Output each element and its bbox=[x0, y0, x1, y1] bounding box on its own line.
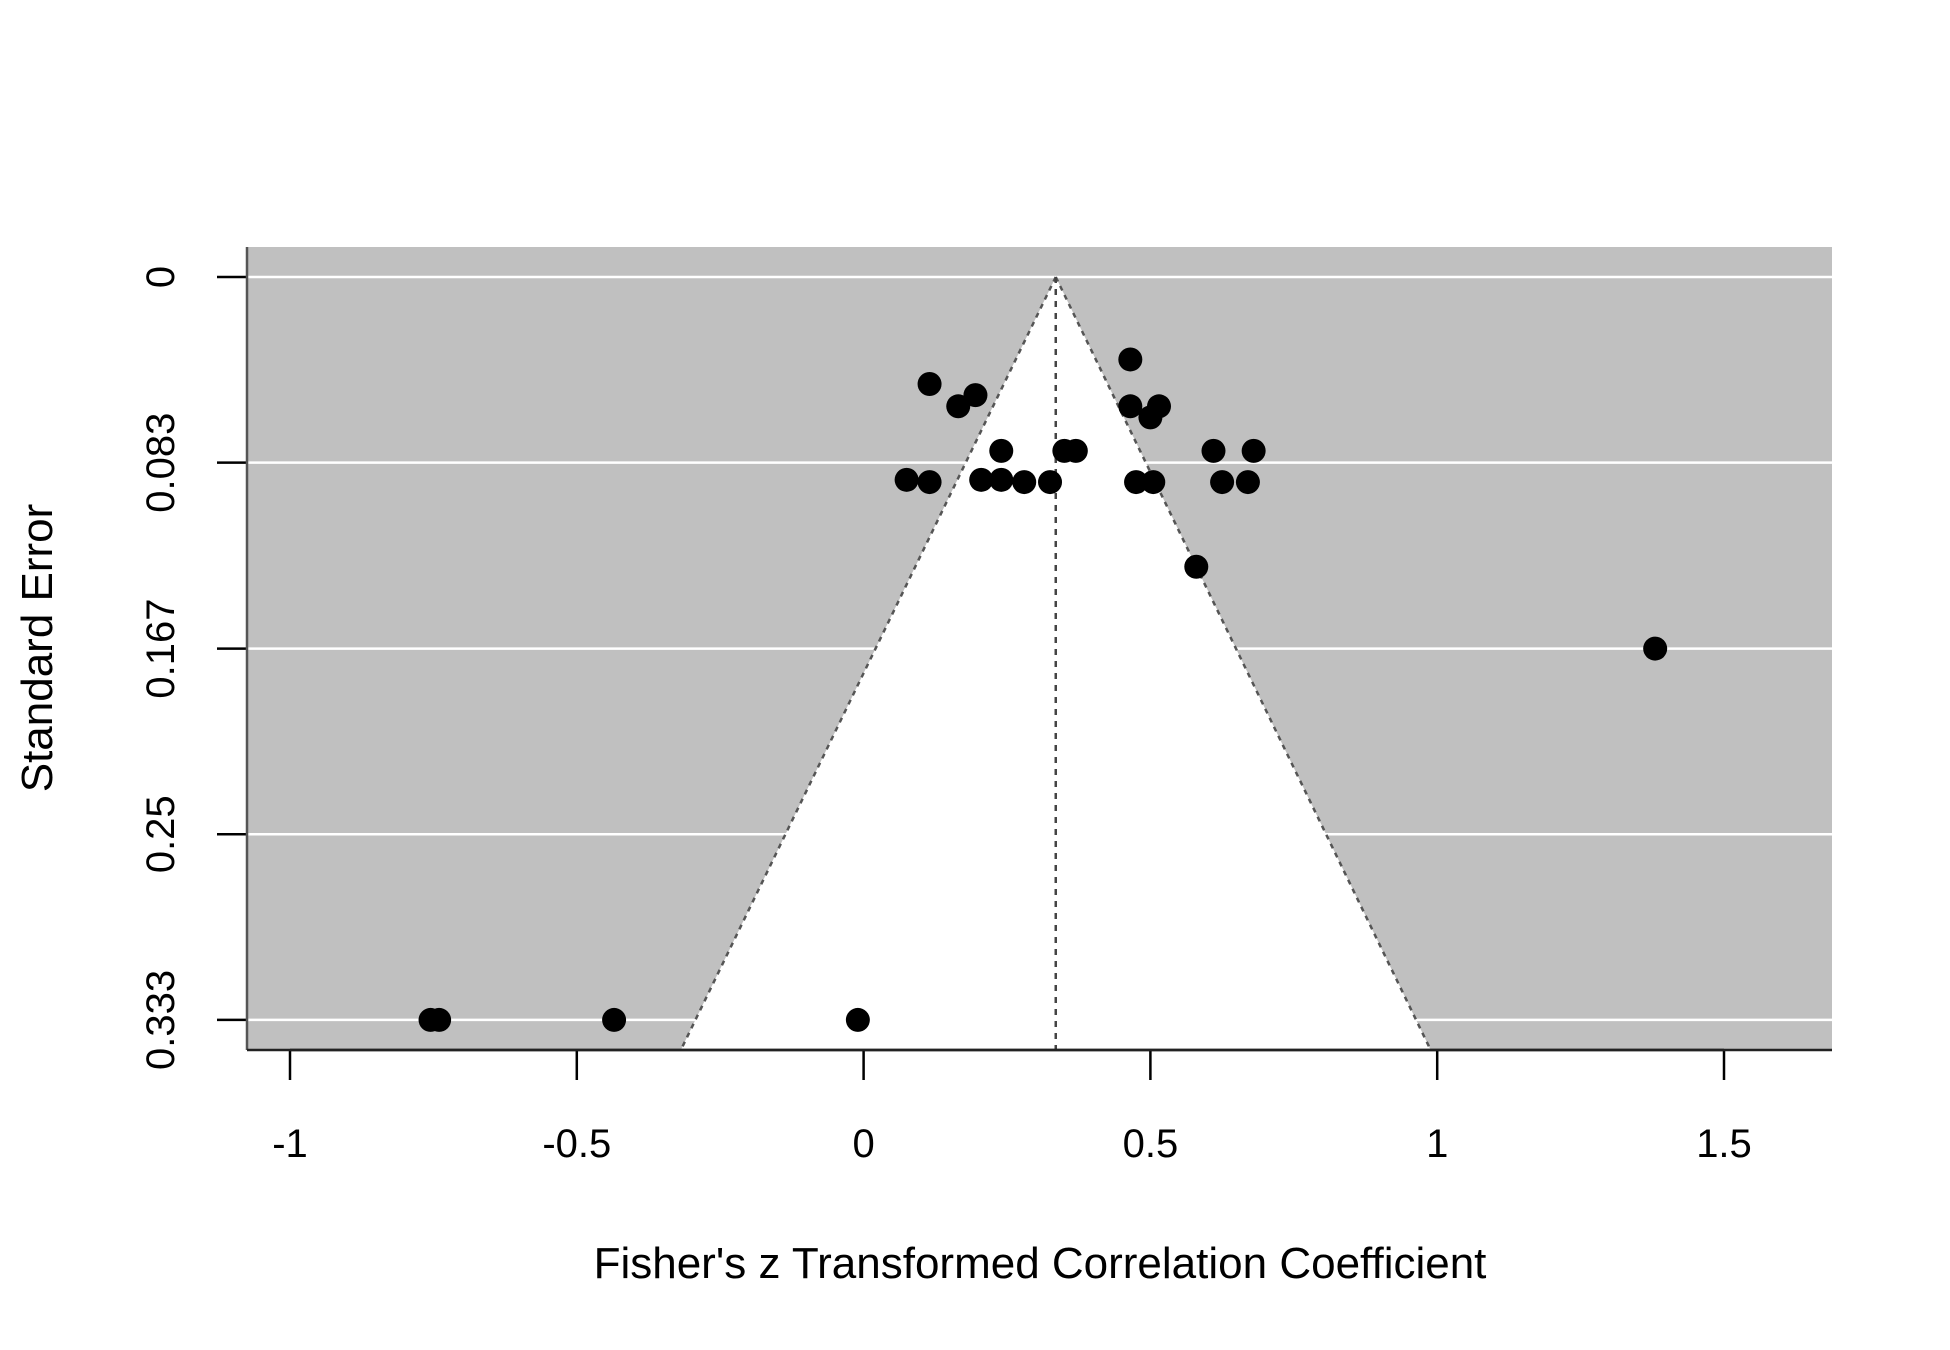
data-points bbox=[418, 347, 1668, 1032]
data-point bbox=[1138, 405, 1163, 430]
funnel-edges bbox=[679, 276, 1432, 1051]
y-tick-label: 0 bbox=[139, 266, 183, 288]
funnel-left-edge bbox=[679, 276, 1057, 1051]
data-point bbox=[845, 1007, 870, 1032]
data-point bbox=[427, 1007, 452, 1032]
x-tick-label: 1.5 bbox=[1696, 1122, 1752, 1166]
y-axis-title: Standard Error bbox=[13, 504, 62, 793]
data-point bbox=[1210, 470, 1235, 495]
data-point bbox=[1038, 470, 1063, 495]
x-tick-label: 0 bbox=[852, 1122, 874, 1166]
plot-area bbox=[247, 247, 1832, 1051]
x-tick-label: -0.5 bbox=[542, 1122, 611, 1166]
data-point bbox=[1141, 470, 1166, 495]
data-point bbox=[894, 467, 919, 492]
data-point bbox=[1235, 470, 1260, 495]
y-tick-label: 0.167 bbox=[139, 599, 183, 699]
data-point bbox=[989, 467, 1014, 492]
x-tick-label: 0.5 bbox=[1123, 1122, 1179, 1166]
x-tick-label: -1 bbox=[272, 1122, 308, 1166]
data-point bbox=[917, 371, 942, 396]
data-point bbox=[989, 438, 1014, 463]
x-axis-title: Fisher's z Transformed Correlation Coeff… bbox=[594, 1239, 1487, 1288]
data-point bbox=[1118, 347, 1143, 372]
data-point bbox=[1201, 438, 1226, 463]
x-axis: -1 -0.5 0 0.5 1 1.5 bbox=[272, 1048, 1752, 1166]
y-axis: 0 0.083 0.167 0.25 0.333 bbox=[139, 266, 247, 1070]
data-point bbox=[1241, 438, 1266, 463]
funnel-right-edge bbox=[1054, 276, 1432, 1051]
data-point bbox=[1063, 438, 1088, 463]
data-point bbox=[1643, 636, 1668, 661]
y-tick-label: 0.083 bbox=[139, 413, 183, 513]
data-point bbox=[1118, 394, 1143, 419]
data-point bbox=[917, 470, 942, 495]
data-point bbox=[963, 383, 988, 408]
data-point bbox=[1012, 470, 1037, 495]
data-point bbox=[1184, 554, 1209, 579]
data-point bbox=[1124, 470, 1149, 495]
data-point bbox=[946, 394, 971, 419]
y-tick-label: 0.333 bbox=[139, 970, 183, 1070]
data-point bbox=[602, 1007, 627, 1032]
x-tick-label: 1 bbox=[1426, 1122, 1448, 1166]
y-tick-label: 0.25 bbox=[139, 795, 183, 873]
data-point bbox=[969, 467, 994, 492]
